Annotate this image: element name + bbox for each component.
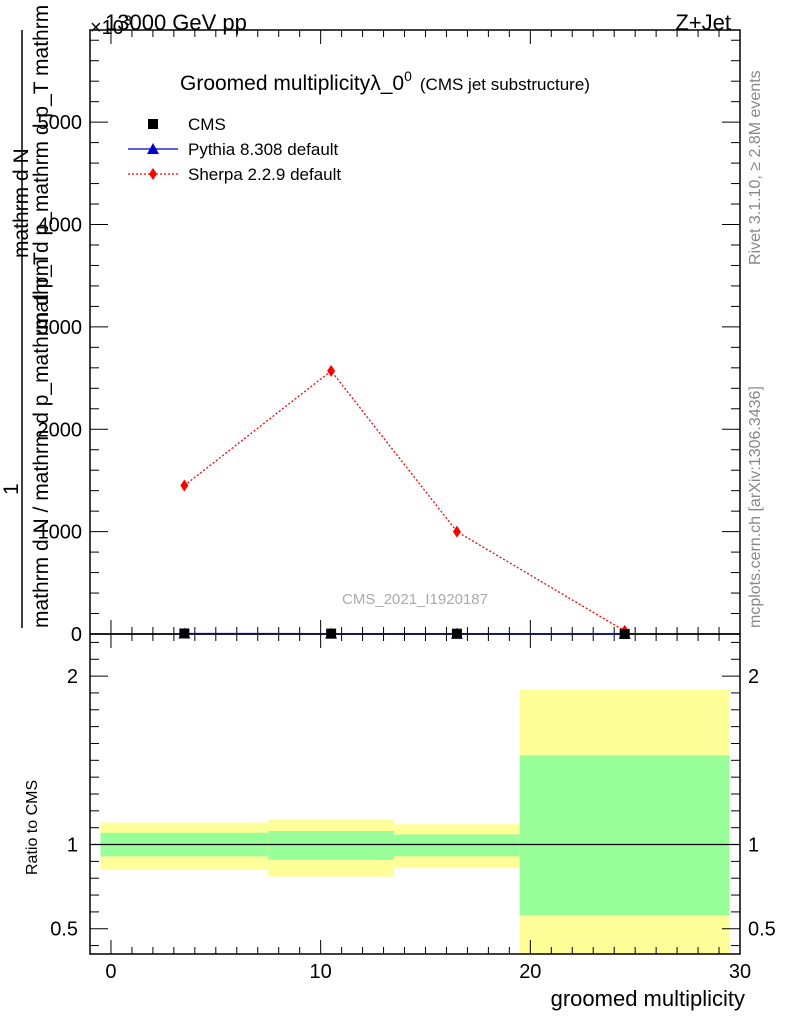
y-tick-label: 4000 (38, 215, 83, 237)
legend-entry: CMS (188, 115, 226, 134)
data-point-square (451, 628, 462, 639)
ratio-y-tick-label-left: 0.5 (50, 919, 78, 941)
ratio-y-tick-label-right: 2 (748, 666, 759, 688)
svg-text:mathrm d p_mathrm d p_T mathrm: mathrm d p_mathrm d p_T mathrm d lambda (30, 0, 53, 330)
data-point-square (619, 628, 630, 639)
ratio-y-tick-label-right: 0.5 (748, 919, 776, 941)
ratio-y-tick-label-left: 2 (67, 666, 78, 688)
svg-text:mathrm d N / mathrm d p_mathrm: mathrm d N / mathrm d p_mathrm d p_T (30, 252, 53, 628)
analysis-watermark: CMS_2021_I1920187 (342, 591, 488, 608)
main-y-axis-label: mathrm d N 1 mathrm d N / mathrm d p_mat… (0, 0, 53, 628)
plot-title: Groomed multiplicityλ_00 (CMS jet substru… (180, 68, 590, 95)
y-tick-label: 1000 (38, 522, 83, 544)
stat-uncertainty-band (268, 831, 395, 860)
ratio-y-tick-label-right: 1 (748, 835, 759, 857)
y-tick-label: 2000 (38, 419, 83, 441)
data-point-diamond (180, 479, 189, 492)
ratio-panel: 0 10 20 30 0.5 0.5 1 1 2 2 (50, 633, 776, 983)
x-tick-label: 20 (519, 961, 541, 983)
header-energy: 13000 GeV pp (105, 10, 247, 35)
y-tick-label: 3000 (38, 317, 83, 339)
ratio-y-tick-label-left: 1 (67, 835, 78, 857)
data-point-square (326, 628, 337, 639)
data-point-diamond (452, 525, 461, 538)
y-tick-label: 0 (71, 624, 82, 646)
stat-uncertainty-band (394, 834, 520, 857)
ratio-y-axis-label: Ratio to CMS (24, 780, 41, 875)
legend-entry: Sherpa 2.2.9 default (188, 165, 341, 184)
data-point-square (179, 628, 190, 639)
x-axis-label: groomed multiplicity (551, 986, 745, 1011)
legend-marker (148, 119, 158, 129)
legend-marker (147, 143, 159, 154)
legend-marker (149, 168, 157, 180)
x-tick-label: 30 (729, 961, 751, 983)
mcplots-label: mcplots.cern.ch [arXiv:1306.3436] (747, 386, 764, 628)
rivet-label: Rivet 3.1.10, ≥ 2.8M events (747, 70, 764, 265)
legend: CMS Pythia 8.308 default Sherpa 2.2.9 defa… (128, 115, 341, 184)
legend-entry: Pythia 8.308 default (188, 140, 339, 159)
data-point-diamond (327, 364, 336, 377)
svg-text:1: 1 (0, 483, 23, 495)
x-tick-label: 10 (310, 961, 332, 983)
y-tick-label: 5000 (38, 112, 83, 134)
main-panel: 0 1000 2000 3000 4000 5000 (38, 29, 741, 954)
stat-uncertainty-band (519, 755, 730, 916)
series-line-2 (183, 369, 626, 632)
x-tick-label: 0 (105, 961, 116, 983)
y-exponent: ×103 (90, 12, 132, 39)
header-process: Z+Jet (675, 10, 731, 35)
